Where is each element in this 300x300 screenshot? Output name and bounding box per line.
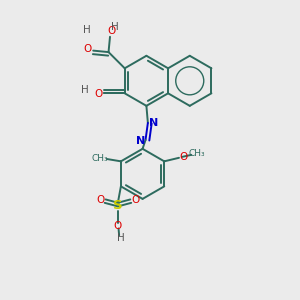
Text: O: O <box>131 196 140 206</box>
Text: O: O <box>180 152 188 162</box>
Text: N: N <box>136 136 145 146</box>
Text: O: O <box>114 220 122 230</box>
Text: H: H <box>111 22 119 32</box>
Text: CH₃: CH₃ <box>189 149 206 158</box>
Text: O: O <box>108 26 116 37</box>
Text: O: O <box>97 196 105 206</box>
Text: N: N <box>148 118 158 128</box>
Text: H: H <box>117 233 125 243</box>
Text: H: H <box>80 85 88 95</box>
Text: O: O <box>84 44 92 54</box>
Text: O: O <box>94 89 102 99</box>
Text: CH₃: CH₃ <box>92 154 109 163</box>
Text: S: S <box>113 199 123 212</box>
Text: H: H <box>82 25 90 35</box>
